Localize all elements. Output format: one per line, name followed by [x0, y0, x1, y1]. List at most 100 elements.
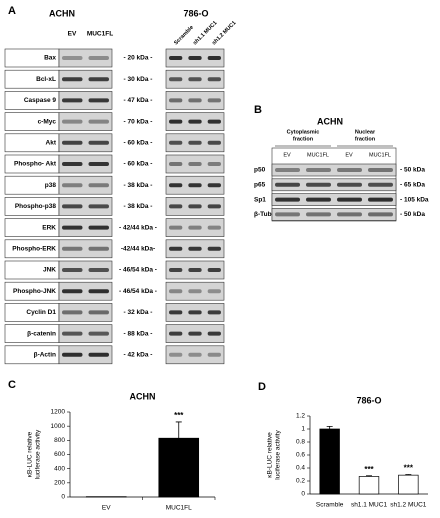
blot-strip	[58, 345, 113, 365]
y-tick-label: 0	[301, 491, 305, 498]
blot-band	[207, 183, 221, 188]
chart-title: ACHN	[130, 391, 156, 401]
size-label: - 42/44 kDa -	[119, 224, 157, 231]
y-tick-label: 0	[61, 494, 65, 501]
blot-band	[188, 56, 202, 60]
protein-label: p50	[254, 167, 266, 174]
blot-band	[275, 182, 300, 187]
bar	[398, 474, 419, 495]
y-axis-label: luciferase activity	[35, 429, 42, 479]
blot-band	[62, 352, 83, 357]
blot-band	[169, 140, 183, 145]
protein-label: Phospho-ERK	[12, 246, 56, 253]
y-tick-label: 200	[54, 480, 65, 487]
blot-band	[337, 212, 362, 217]
blot-strip	[165, 345, 225, 365]
y-tick-label: 0.8	[296, 439, 305, 446]
y-tick-label: 0.2	[296, 478, 305, 485]
error-bar	[366, 475, 372, 477]
blot-band	[169, 77, 183, 82]
blot-strip	[58, 197, 113, 216]
protein-label: β-Tubulin	[254, 211, 283, 218]
blot-band	[188, 204, 202, 209]
blot-strip	[58, 154, 113, 174]
blot-band	[188, 225, 202, 230]
significance-label: ***	[404, 464, 414, 473]
bar	[358, 476, 380, 495]
blot-band	[88, 77, 109, 82]
protein-label: Sp1	[254, 196, 266, 203]
blot-band	[169, 310, 183, 315]
blot-band	[62, 204, 83, 209]
y-tick-label: 1.2	[296, 413, 305, 420]
size-label: - 88 kDa -	[124, 330, 153, 337]
blot-band	[169, 119, 183, 124]
blot-band	[207, 77, 221, 82]
fraction-label: fraction	[355, 136, 376, 142]
lane-label: MUC1FL	[307, 152, 329, 158]
blot-band	[207, 246, 221, 251]
fraction-label: Nuclear	[355, 129, 376, 135]
blot-band	[337, 182, 362, 187]
error-bar	[175, 421, 182, 439]
blot-band	[207, 331, 221, 336]
bar	[319, 428, 340, 495]
blot-band	[207, 352, 221, 357]
lane-label: EV	[345, 152, 353, 158]
blot-band	[368, 168, 393, 172]
size-label: - 65 kDa	[400, 182, 425, 189]
blot-band	[275, 212, 300, 217]
blot-band	[88, 204, 109, 209]
blot-band	[62, 98, 83, 103]
blot-band	[306, 168, 331, 172]
bar	[158, 437, 200, 498]
blot-band	[207, 289, 221, 294]
blot-band	[188, 183, 202, 188]
blot-band	[169, 162, 183, 166]
blot-band	[62, 77, 83, 82]
blot-band	[62, 162, 83, 166]
lane-label: MUC1FL	[87, 31, 113, 38]
size-label: - 46/54 kDa -	[119, 267, 157, 274]
protein-label: p65	[254, 182, 266, 189]
protein-label: p38	[45, 182, 57, 189]
blot-band	[169, 56, 183, 60]
protein-label: Phospho-p38	[15, 203, 57, 210]
protein-label: Phospho- Akt	[14, 161, 57, 168]
blot-band	[169, 183, 183, 188]
blot-strip	[165, 281, 225, 301]
size-label: - 50 kDa	[400, 167, 425, 174]
lane-label: Scramble	[173, 25, 195, 47]
blot-band	[188, 310, 202, 315]
y-tick-label: 0.6	[296, 452, 305, 459]
blot-band	[169, 331, 183, 336]
error-bar	[405, 474, 412, 476]
blot-band	[207, 310, 221, 315]
blot-band	[275, 197, 300, 202]
significance-label: ***	[364, 465, 374, 474]
blot-strip	[58, 48, 113, 68]
protein-label: Bax	[44, 55, 56, 62]
blot-band	[169, 289, 183, 294]
blot-band	[62, 331, 83, 336]
blot-band	[88, 246, 109, 251]
blot-band	[88, 98, 109, 103]
blot-band	[62, 310, 83, 315]
blot-band	[188, 289, 202, 294]
blot-band	[62, 246, 83, 251]
protein-label: c-Myc	[38, 118, 57, 125]
blot-strip	[58, 69, 113, 89]
blot-strip	[58, 260, 113, 280]
blot-strip	[58, 239, 113, 259]
blot-band	[207, 162, 221, 166]
blot-band	[88, 162, 109, 166]
size-label: - 50 kDa	[400, 211, 425, 218]
blot-band	[62, 56, 83, 60]
y-tick-label: 400	[54, 465, 65, 472]
blot-band	[368, 197, 393, 202]
protein-label: β-Actin	[34, 352, 56, 359]
blot-band	[88, 119, 109, 124]
blot-band	[275, 168, 300, 172]
blot-band	[62, 140, 83, 145]
blot-band	[188, 331, 202, 336]
